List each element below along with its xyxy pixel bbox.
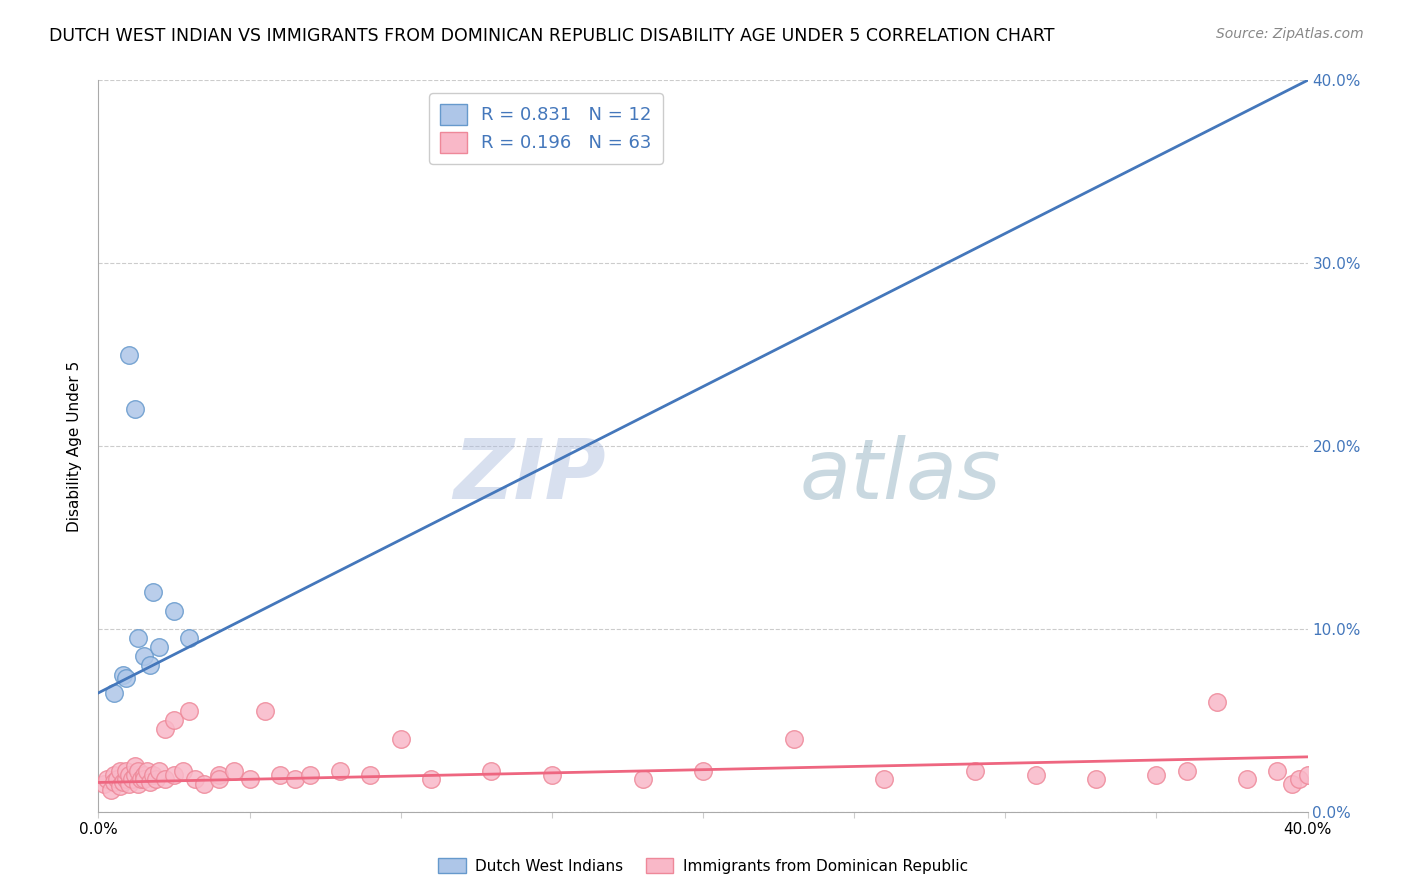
Point [1144,768,1167,782]
Point [114,772,136,786]
Point [100,782,122,797]
Point [163,768,186,782]
Point [208,768,231,782]
Point [132,649,155,664]
Point [1175,764,1198,779]
Point [114,764,136,779]
Point [692,764,714,779]
Point [163,603,186,617]
Point [631,772,654,786]
Point [1281,777,1303,791]
Point [118,347,141,362]
Point [153,723,176,737]
Point [111,775,134,789]
Point [329,764,352,779]
Point [96,772,118,786]
Point [108,779,131,793]
Point [253,704,276,718]
Point [118,768,141,782]
Point [420,772,443,786]
Text: ZIP: ZIP [454,434,606,516]
Point [153,772,176,786]
Point [124,759,146,773]
Point [129,772,152,786]
Point [118,777,141,791]
Legend: Dutch West Indians, Immigrants from Dominican Republic: Dutch West Indians, Immigrants from Domi… [432,852,974,880]
Point [284,772,307,786]
Point [132,772,155,786]
Point [93,777,115,791]
Point [208,772,231,786]
Point [139,658,162,673]
Point [965,764,987,779]
Point [1206,695,1229,709]
Point [108,764,131,779]
Point [127,631,149,645]
Point [148,764,170,779]
Point [783,731,806,746]
Point [1296,768,1319,782]
Point [193,777,215,791]
Point [135,764,157,779]
Point [124,402,146,417]
Point [224,764,246,779]
Point [127,764,149,779]
Point [103,768,125,782]
Point [481,764,503,779]
Point [139,775,162,789]
Point [114,671,136,685]
Point [127,777,149,791]
Point [103,775,125,789]
Point [124,768,146,782]
Text: DUTCH WEST INDIAN VS IMMIGRANTS FROM DOMINICAN REPUBLIC DISABILITY AGE UNDER 5 C: DUTCH WEST INDIAN VS IMMIGRANTS FROM DOM… [49,27,1054,45]
Point [142,585,165,599]
Point [184,772,207,786]
Point [132,768,155,782]
Point [111,667,134,681]
Point [148,640,170,655]
Point [1288,772,1310,786]
Legend: R = 0.831   N = 12, R = 0.196   N = 63: R = 0.831 N = 12, R = 0.196 N = 63 [429,93,662,163]
Point [105,772,128,786]
Point [142,768,165,782]
Y-axis label: Disability Age Under 5: Disability Age Under 5 [67,360,83,532]
Text: Source: ZipAtlas.com: Source: ZipAtlas.com [1216,27,1364,41]
Point [1024,768,1046,782]
Point [121,772,143,786]
Point [163,714,186,728]
Point [540,768,562,782]
Text: atlas: atlas [800,434,1001,516]
Point [269,768,291,782]
Point [179,704,201,718]
Point [299,768,322,782]
Point [873,772,896,786]
Point [1085,772,1108,786]
Point [239,772,262,786]
Point [1236,772,1258,786]
Point [145,772,167,786]
Point [172,764,194,779]
Point [179,631,201,645]
Point [360,768,382,782]
Point [103,686,125,700]
Point [389,731,412,746]
Point [1267,764,1289,779]
